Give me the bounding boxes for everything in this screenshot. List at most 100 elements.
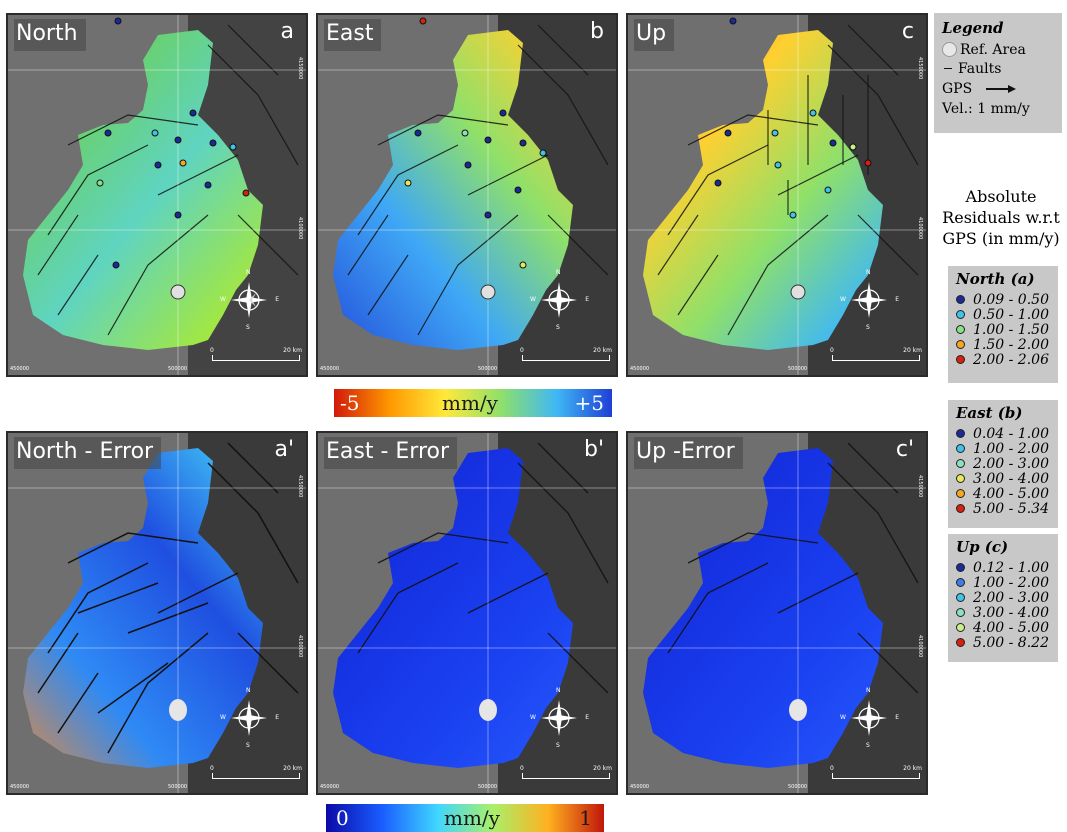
compass-e: E <box>585 714 589 721</box>
compass-w: W <box>840 714 846 721</box>
scale-end: 20 km <box>593 347 612 354</box>
dot-icon <box>956 429 965 438</box>
northing-label: 4100000 <box>297 217 303 240</box>
colorbar-gradient <box>334 389 612 417</box>
compass-s: S <box>556 742 560 749</box>
dot-icon <box>956 563 965 572</box>
residual-group-up: Up (c) 0.12 - 1.00 1.00 - 2.00 2.00 - 3.… <box>948 534 1058 662</box>
panel-letter: a <box>280 19 294 44</box>
residual-item: 0.50 - 1.00 <box>956 306 1050 323</box>
dot-icon <box>956 295 965 304</box>
residuals-title-line: Absolute <box>965 187 1037 206</box>
map-canvas <box>8 15 306 375</box>
colorbar-unit: mm/y <box>442 391 498 415</box>
scale-end: 20 km <box>283 765 302 772</box>
dot-icon <box>956 355 965 364</box>
compass-s: S <box>866 324 870 331</box>
map-panel-east-error: East - Error b' 450000 500000 N S W E 0 … <box>316 431 618 795</box>
compass-e: E <box>275 714 279 721</box>
compass-n: N <box>866 269 871 276</box>
map-panel-up: Up c 4150000 4100000 450000 500000 N S W… <box>626 13 928 377</box>
northing-label: 4100000 <box>297 635 303 658</box>
dot-icon <box>956 608 965 617</box>
arrow-right-icon <box>986 84 1017 93</box>
dot-icon <box>956 489 965 498</box>
residual-range: 3.00 - 4.00 <box>973 604 1049 621</box>
compass-n: N <box>246 687 251 694</box>
panel-letter: b <box>590 19 604 44</box>
residual-group-title: North (a) <box>956 270 1035 288</box>
error-colorbar: 0 mm/y 1 <box>326 804 604 832</box>
residual-range: 2.00 - 3.00 <box>973 589 1049 606</box>
residual-range: 1.00 - 2.00 <box>973 440 1049 457</box>
legend-faults-label: Faults <box>958 60 1002 77</box>
easting-label: 450000 <box>10 366 30 372</box>
residual-item: 3.00 - 4.00 <box>956 471 1050 487</box>
northing-label: 4100000 <box>917 217 923 240</box>
residual-range: 0.50 - 1.00 <box>973 306 1049 323</box>
residual-range: 5.00 - 8.22 <box>973 634 1049 651</box>
map-panel-up-error: Up -Error c' 4150000 4100000 450000 5000… <box>626 431 928 795</box>
scale-start: 0 <box>830 765 834 772</box>
compass-w: W <box>840 296 846 303</box>
panel-letter: b' <box>583 437 604 462</box>
residual-range: 5.00 - 5.34 <box>973 500 1049 517</box>
residual-item: 2.00 - 3.00 <box>956 589 1050 606</box>
legend-ref-area: Ref. Area <box>942 40 1054 59</box>
residual-range: 4.00 - 5.00 <box>973 485 1049 502</box>
scale-end: 20 km <box>903 347 922 354</box>
residual-item: 4.00 - 5.00 <box>956 485 1050 502</box>
compass-rose-icon: N S W E <box>220 687 279 749</box>
colorbar-gradient <box>326 804 604 832</box>
scale-start: 0 <box>210 347 214 354</box>
scale-bar: 0 20 km <box>520 347 612 361</box>
compass-e: E <box>895 714 899 721</box>
compass-s: S <box>866 742 870 749</box>
map-canvas <box>318 433 616 793</box>
compass-s: S <box>246 742 250 749</box>
colorbar-unit: mm/y <box>444 806 500 830</box>
residual-item: 0.12 - 1.00 <box>956 560 1050 576</box>
easting-label: 500000 <box>788 784 808 790</box>
map-panel-north-error: North - Error a' 4150000 4100000 450000 … <box>6 431 308 795</box>
residual-item: 3.00 - 4.00 <box>956 604 1050 621</box>
colorbar-max: +5 <box>574 391 604 415</box>
scale-start: 0 <box>830 347 834 354</box>
scale-bar: 0 20 km <box>520 765 612 779</box>
easting-label: 450000 <box>630 784 650 790</box>
northing-label: 4150000 <box>297 57 303 80</box>
residual-range: 2.00 - 3.00 <box>973 455 1049 472</box>
easting-label: 500000 <box>168 784 188 790</box>
residual-item: 2.00 - 2.06 <box>956 352 1050 368</box>
residual-item: 1.50 - 2.00 <box>956 337 1050 353</box>
compass-e: E <box>275 296 279 303</box>
dot-icon <box>956 593 965 602</box>
panel-title: Up -Error <box>634 437 743 469</box>
panel-title: North - Error <box>14 437 162 469</box>
dot-icon <box>956 459 965 468</box>
panel-title: East - Error <box>324 437 458 469</box>
compass-rose-icon: N S W E <box>840 269 899 331</box>
legend-box: Legend Ref. Area Faults GPS Vel.: 1 mm/y <box>934 13 1062 133</box>
compass-n: N <box>556 687 561 694</box>
scale-end: 20 km <box>903 765 922 772</box>
scale-bar: 0 20 km <box>210 765 302 779</box>
map-panel-north: North a 4150000 4100000 450000 500000 N … <box>6 13 308 377</box>
compass-s: S <box>246 324 250 331</box>
compass-rose-icon: N S W E <box>220 269 279 331</box>
residual-item: 0.04 - 1.00 <box>956 426 1050 442</box>
easting-label: 500000 <box>478 784 498 790</box>
compass-e: E <box>585 296 589 303</box>
scale-bar: 0 20 km <box>830 347 922 361</box>
residual-range: 1.00 - 2.00 <box>973 574 1049 591</box>
residual-item: 5.00 - 8.22 <box>956 634 1050 651</box>
panel-letter: a' <box>274 437 294 462</box>
map-canvas <box>318 15 616 375</box>
compass-w: W <box>530 714 536 721</box>
residual-group-east: East (b) 0.04 - 1.00 1.00 - 2.00 2.00 - … <box>948 400 1058 528</box>
dot-icon <box>956 325 965 334</box>
panel-title: North <box>14 19 86 51</box>
northing-label: 4150000 <box>917 475 923 498</box>
northing-label: 4100000 <box>917 635 923 658</box>
panel-title: East <box>324 19 382 51</box>
